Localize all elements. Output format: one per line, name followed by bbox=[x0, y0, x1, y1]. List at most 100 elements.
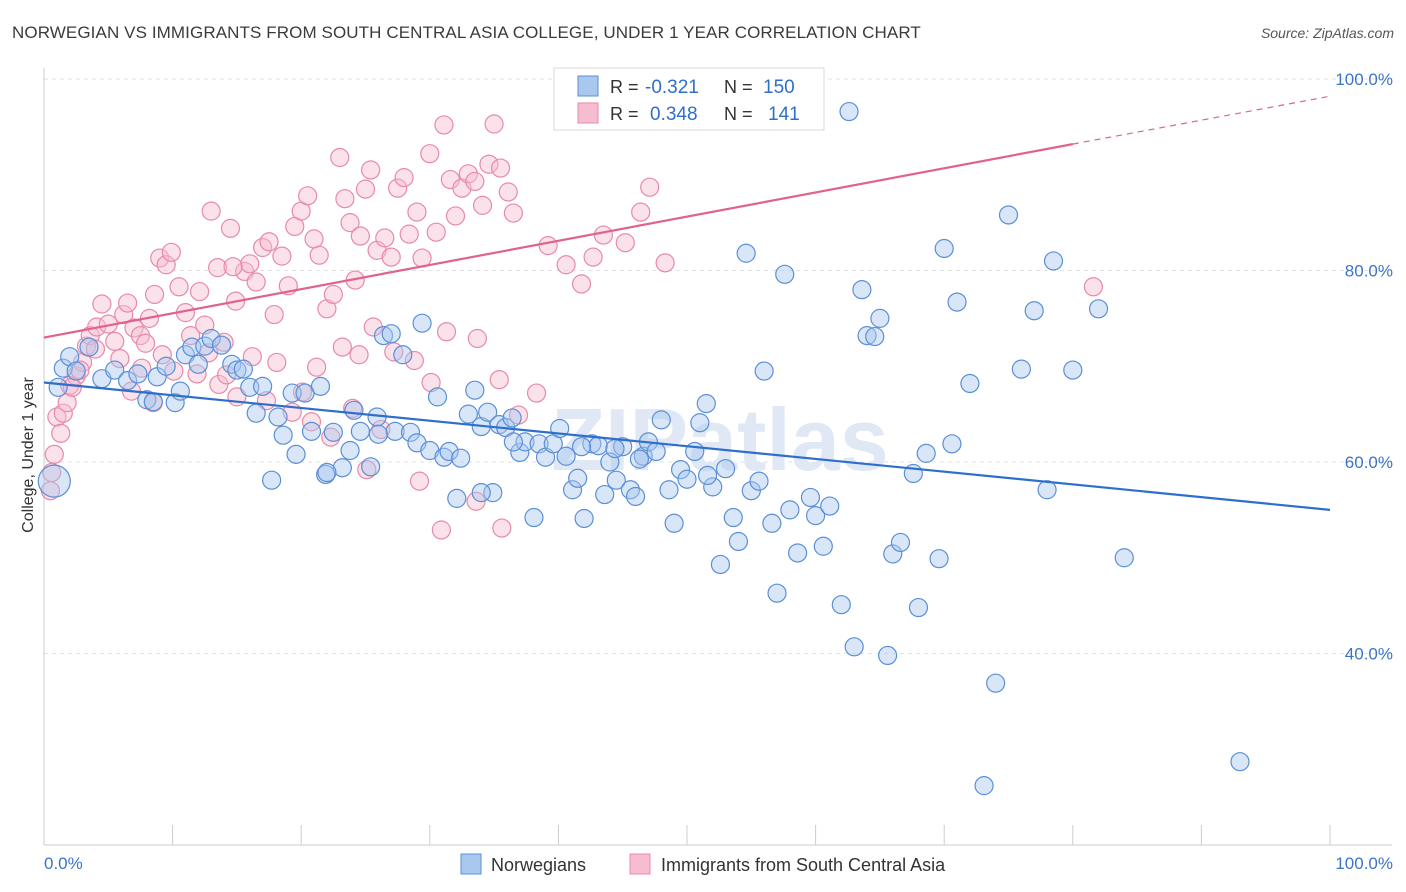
pink-point bbox=[135, 333, 156, 353]
pink-point bbox=[240, 254, 260, 274]
blue-point bbox=[934, 238, 954, 259]
pink-point bbox=[492, 518, 512, 538]
blue-point bbox=[471, 483, 491, 503]
legend-r-label-blue: R = bbox=[610, 77, 639, 97]
pink-point bbox=[332, 337, 352, 357]
blue-point bbox=[400, 422, 421, 442]
pink-point bbox=[361, 160, 381, 180]
pink-legend-swatch bbox=[577, 102, 599, 124]
pink-point bbox=[472, 195, 493, 215]
blue-point bbox=[310, 376, 331, 396]
pink-point bbox=[110, 348, 130, 369]
blue-point bbox=[340, 440, 360, 461]
blue-point bbox=[1011, 359, 1031, 379]
pink-point bbox=[556, 255, 576, 275]
pink-point bbox=[44, 444, 64, 464]
blue-point bbox=[715, 459, 736, 479]
blue-point bbox=[458, 404, 478, 424]
pink-point bbox=[420, 144, 440, 164]
pink-point bbox=[526, 383, 547, 403]
pink-point bbox=[309, 245, 329, 265]
blue-point bbox=[916, 443, 936, 463]
blue-point bbox=[690, 413, 710, 433]
x-tick-label-1: 100.0% bbox=[1335, 854, 1393, 873]
blue-point bbox=[227, 360, 247, 380]
blue-point bbox=[595, 484, 615, 505]
blue-point bbox=[317, 462, 337, 483]
pink-point bbox=[484, 114, 504, 134]
blue-point bbox=[385, 421, 405, 441]
pink-point bbox=[223, 257, 243, 277]
pink-point bbox=[465, 171, 485, 192]
blue-point bbox=[451, 448, 471, 468]
bottom-legend-pink-label: Immigrants from South Central Asia bbox=[661, 855, 946, 875]
legend-n-value-pink: 141 bbox=[768, 104, 800, 125]
blue-point bbox=[1088, 299, 1109, 319]
blue-point bbox=[1043, 251, 1064, 271]
x-tick-label-0: 0.0% bbox=[44, 854, 83, 873]
pink-point bbox=[152, 345, 172, 365]
blue-point bbox=[947, 292, 967, 312]
blue-point bbox=[1230, 752, 1250, 772]
blue-point bbox=[831, 595, 851, 615]
pink-point bbox=[445, 206, 466, 226]
blue-point bbox=[233, 359, 253, 379]
pink-point bbox=[426, 222, 446, 242]
blue-series-points bbox=[37, 101, 1250, 796]
blue-point bbox=[465, 380, 485, 400]
pink-point bbox=[538, 236, 558, 256]
blue-point bbox=[156, 356, 176, 376]
blue-point bbox=[510, 442, 530, 463]
blue-point bbox=[960, 373, 980, 394]
pink-point bbox=[307, 357, 327, 377]
y-tick-labels: 40.0% 60.0% 80.0% 100.0% bbox=[1335, 70, 1393, 664]
pink-point bbox=[264, 304, 284, 325]
pink-trend-line-dashed bbox=[1072, 95, 1331, 145]
blue-point bbox=[556, 446, 576, 466]
blue-point bbox=[447, 488, 467, 508]
blue-point bbox=[201, 328, 221, 349]
blue-point bbox=[478, 402, 498, 422]
blue-point bbox=[605, 438, 625, 459]
blue-point bbox=[986, 673, 1006, 693]
blue-point bbox=[805, 506, 826, 526]
pink-point bbox=[272, 246, 292, 266]
y-tick-label-1: 60.0% bbox=[1345, 453, 1393, 472]
blue-point bbox=[79, 337, 99, 357]
blue-point bbox=[66, 361, 86, 381]
blue-point bbox=[60, 347, 80, 367]
pink-point bbox=[330, 147, 350, 168]
trend-lines bbox=[43, 95, 1331, 511]
blue-point bbox=[503, 432, 523, 452]
pink-point bbox=[42, 462, 62, 483]
y-tick-label-0: 40.0% bbox=[1345, 645, 1393, 664]
blue-point bbox=[646, 441, 666, 462]
pink-point bbox=[631, 202, 651, 222]
blue-point bbox=[439, 441, 459, 462]
bottom-legend: Norwegians Immigrants from South Central… bbox=[460, 853, 946, 875]
blue-point bbox=[373, 326, 394, 346]
y-tick-label-3: 100.0% bbox=[1335, 70, 1393, 89]
pink-point bbox=[655, 253, 675, 273]
axes bbox=[43, 68, 1392, 846]
blue-point bbox=[412, 313, 432, 333]
pink-point bbox=[479, 154, 499, 174]
legend-n-label-pink: N = bbox=[724, 104, 753, 124]
blue-point bbox=[820, 496, 840, 516]
pink-point bbox=[349, 345, 369, 365]
blue-point bbox=[723, 507, 743, 528]
y-axis-label: College, Under 1 year bbox=[20, 377, 37, 533]
pink-point bbox=[304, 229, 324, 249]
grid bbox=[44, 78, 1392, 654]
watermark: ZIPatlas bbox=[551, 390, 888, 489]
pink-point bbox=[615, 233, 635, 253]
blue-point bbox=[175, 345, 196, 365]
blue-point bbox=[434, 447, 454, 467]
blue-point bbox=[381, 324, 401, 344]
blue-point bbox=[606, 470, 626, 490]
pink-trend-line bbox=[43, 143, 1074, 339]
blue-point bbox=[883, 544, 903, 564]
blue-point bbox=[222, 354, 242, 374]
blue-point bbox=[574, 508, 594, 529]
blue-point bbox=[37, 464, 71, 498]
